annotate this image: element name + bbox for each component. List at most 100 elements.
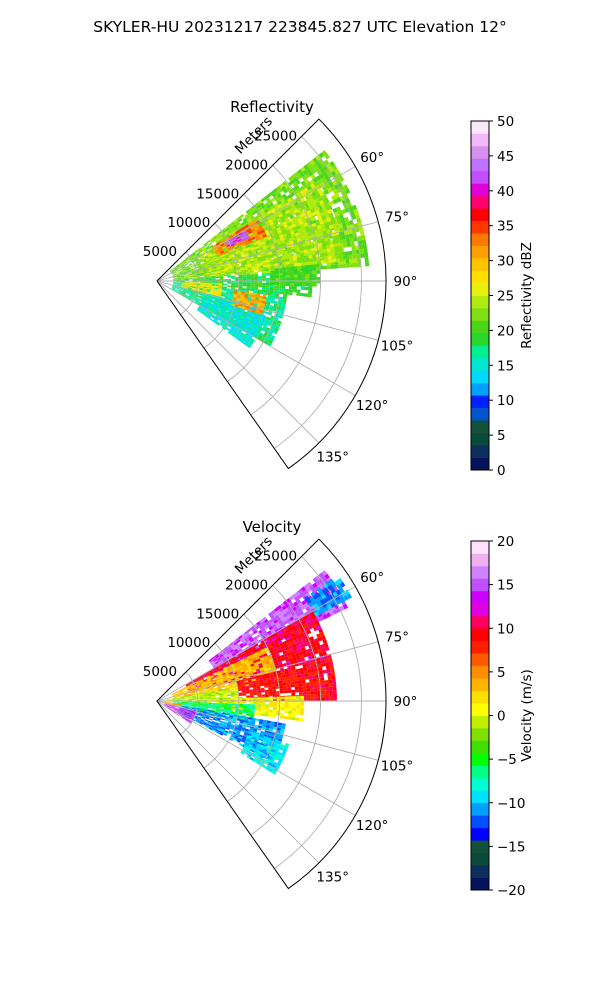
data-cell [268, 625, 274, 631]
data-cell [293, 176, 299, 182]
data-cell [237, 672, 242, 676]
data-cell [279, 635, 285, 640]
data-cell [289, 258, 294, 262]
data-cell [173, 266, 177, 270]
reflectivity-panel: Reflectivity50001000015000200002500060°7… [143, 98, 535, 479]
data-cell [244, 239, 249, 244]
data-cell [347, 229, 353, 235]
data-cell [348, 254, 354, 260]
colorbar-segment [471, 270, 489, 284]
data-cell [223, 316, 228, 320]
data-cell [316, 680, 321, 685]
data-cell [285, 219, 291, 224]
data-cell [291, 632, 297, 638]
data-cell [325, 244, 331, 249]
data-cell [253, 690, 258, 694]
data-cell [220, 243, 225, 247]
data-cell [262, 676, 267, 680]
data-cell [213, 272, 218, 274]
data-cell [211, 262, 216, 265]
data-cell [229, 687, 234, 690]
data-cell [192, 253, 196, 257]
data-cell [254, 208, 260, 214]
data-cell [316, 169, 323, 176]
data-cell [263, 323, 269, 328]
data-cell [286, 624, 292, 629]
data-cell [221, 292, 226, 295]
data-cell [225, 257, 230, 261]
data-cell [194, 250, 199, 254]
data-cell [295, 235, 301, 240]
data-cell [292, 239, 298, 244]
data-cell [233, 242, 238, 246]
data-cell [191, 251, 195, 256]
data-cell [269, 243, 275, 248]
data-cell [248, 636, 253, 641]
data-cell [296, 671, 301, 676]
data-cell [230, 287, 235, 290]
data-cell [214, 298, 219, 301]
data-cell [259, 202, 265, 207]
data-cell [301, 175, 308, 181]
data-cell [281, 193, 287, 199]
data-cell [204, 683, 209, 686]
data-cell [231, 658, 237, 662]
data-cell [339, 605, 345, 612]
data-cell [244, 671, 250, 675]
data-cell [267, 209, 273, 215]
data-region [224, 229, 250, 248]
data-cell [294, 232, 300, 237]
data-cell [241, 686, 246, 689]
data-cell [275, 634, 280, 639]
data-cell [219, 654, 224, 658]
data-cell [247, 319, 253, 323]
data-cell [303, 187, 309, 193]
data-cell [244, 291, 249, 295]
data-cell [217, 290, 222, 293]
data-cell [283, 188, 289, 194]
data-cell [307, 234, 313, 240]
data-cell [268, 251, 273, 256]
data-cell [219, 315, 224, 319]
data-cell [241, 690, 246, 693]
data-cell [180, 277, 185, 279]
data-cell [280, 239, 286, 244]
data-cell [250, 311, 256, 315]
data-cell [246, 263, 252, 266]
data-cell [265, 621, 271, 626]
data-cell [222, 675, 227, 679]
data-cell [202, 248, 207, 252]
data-cell [221, 256, 226, 259]
data-cell [286, 679, 291, 683]
data-cell [353, 262, 358, 268]
data-cell [223, 653, 228, 657]
data-cell [213, 658, 218, 662]
data-cell [289, 192, 296, 198]
data-cell [178, 290, 183, 293]
azimuth-tick-label: 120° [356, 398, 389, 414]
data-cell [224, 242, 229, 247]
data-cell [248, 213, 254, 218]
data-cell [232, 646, 238, 651]
data-cell [214, 309, 219, 313]
data-cell [258, 275, 263, 279]
data-cell [238, 287, 243, 290]
data-cell [210, 261, 215, 264]
data-cell [275, 653, 280, 658]
data-cell [221, 257, 226, 261]
data-cell [274, 316, 279, 321]
data-cell [281, 674, 286, 678]
data-cell [181, 284, 185, 287]
data-cell [230, 643, 235, 648]
data-cell [282, 299, 287, 303]
data-cell [216, 682, 221, 685]
data-cell [282, 267, 287, 271]
data-cell [195, 680, 200, 683]
data-cell [259, 227, 264, 232]
data-cell [244, 670, 249, 674]
data-cell [340, 218, 346, 224]
data-cell [249, 302, 254, 306]
data-cell [319, 673, 324, 678]
data-cell [247, 657, 253, 662]
data-cell [176, 287, 180, 289]
